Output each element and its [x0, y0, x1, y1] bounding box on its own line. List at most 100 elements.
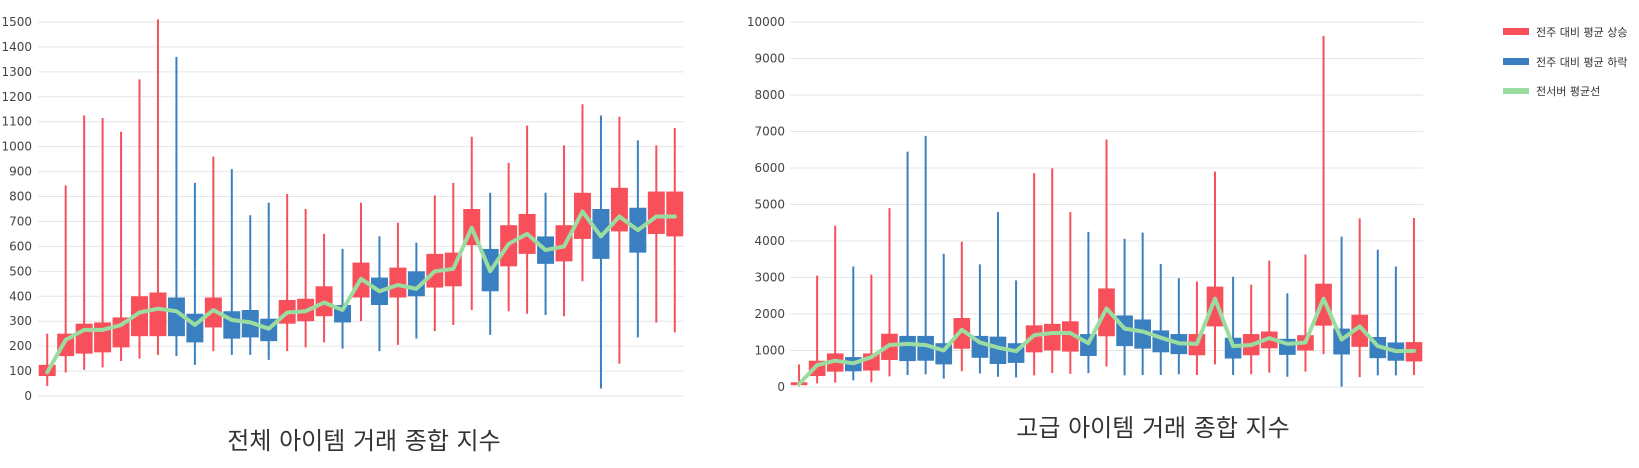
- candle[interactable]: [1333, 236, 1350, 387]
- candle-body: [1062, 321, 1079, 352]
- candle[interactable]: [863, 274, 880, 383]
- candle[interactable]: [186, 182, 204, 365]
- candle[interactable]: [426, 195, 444, 332]
- candle[interactable]: [592, 115, 610, 389]
- candle[interactable]: [57, 185, 75, 373]
- y-tick-label: 1200: [1, 90, 32, 104]
- candle[interactable]: [1170, 278, 1188, 375]
- candle[interactable]: [1279, 293, 1296, 377]
- candle-body: [1351, 314, 1369, 347]
- candle[interactable]: [297, 209, 315, 348]
- candle[interactable]: [989, 212, 1007, 377]
- candle[interactable]: [315, 233, 333, 343]
- candle[interactable]: [1224, 276, 1242, 375]
- candle[interactable]: [204, 156, 222, 352]
- y-tick-label: 2000: [754, 307, 785, 321]
- candle[interactable]: [1043, 168, 1061, 374]
- legend-swatch-avg: [1503, 88, 1529, 94]
- candle[interactable]: [555, 145, 573, 317]
- legend-label-down: 전주 대비 평균 하락: [1536, 55, 1627, 69]
- candle[interactable]: [1351, 218, 1369, 378]
- chart-title-overall: 전체 아이템 거래 종합 지수: [227, 427, 500, 455]
- y-tick-label: 200: [9, 339, 32, 353]
- y-tick-label: 400: [9, 289, 32, 303]
- chart-title-premium: 고급 아이템 거래 종합 지수: [1016, 414, 1289, 442]
- candle-body: [1315, 283, 1332, 326]
- legend-label-up: 전주 대비 평균 상승: [1536, 26, 1627, 39]
- y-tick-label: 1300: [1, 65, 32, 79]
- candle-body: [167, 297, 185, 337]
- candle[interactable]: [1242, 284, 1260, 375]
- candle[interactable]: [1152, 263, 1170, 375]
- y-tick-label: 1400: [1, 40, 32, 54]
- legend-item-up[interactable]: 전주 대비 평균 상승: [1503, 26, 1627, 39]
- candle[interactable]: [1025, 173, 1043, 376]
- candle-body: [1025, 325, 1043, 353]
- y-tick-label: 1000: [1, 140, 32, 154]
- candle[interactable]: [1315, 35, 1332, 355]
- candle[interactable]: [629, 140, 647, 338]
- candle[interactable]: [260, 202, 278, 360]
- candle[interactable]: [953, 241, 971, 372]
- candle[interactable]: [518, 125, 536, 314]
- y-tick-label: 0: [777, 380, 785, 394]
- y-tick-label: 1100: [1, 115, 32, 129]
- candle[interactable]: [1387, 266, 1405, 376]
- y-tick-label: 700: [9, 214, 32, 228]
- candle[interactable]: [1134, 232, 1151, 375]
- candle-body: [917, 335, 934, 361]
- candle[interactable]: [666, 127, 684, 333]
- candle-body: [149, 292, 167, 337]
- candle[interactable]: [1116, 238, 1133, 376]
- candle[interactable]: [1007, 280, 1025, 378]
- candle-body: [953, 318, 971, 349]
- candle[interactable]: [573, 104, 591, 282]
- candle[interactable]: [1369, 249, 1387, 376]
- candle[interactable]: [647, 145, 665, 323]
- candle[interactable]: [241, 215, 259, 355]
- candle-body: [1043, 323, 1061, 351]
- legend-item-avg[interactable]: 전서버 평균선: [1503, 85, 1600, 98]
- candle[interactable]: [1080, 231, 1097, 374]
- y-tick-label: 3000: [754, 271, 785, 285]
- chart-overall-index: 0 100 200 300 400 500 600 700 800 900 1000 1100 1200…: [1, 15, 684, 403]
- legend-swatch-down: [1503, 58, 1529, 65]
- candle[interactable]: [370, 236, 388, 352]
- y-tick-label: 500: [9, 264, 32, 278]
- y-tick-label: 7000: [754, 125, 785, 139]
- candle[interactable]: [971, 264, 989, 374]
- legend-label-avg: 전서버 평균선: [1536, 85, 1600, 98]
- candle[interactable]: [1206, 171, 1224, 365]
- candle[interactable]: [935, 253, 953, 379]
- candle[interactable]: [149, 19, 167, 355]
- candle[interactable]: [1062, 212, 1079, 374]
- candle[interactable]: [917, 135, 934, 375]
- candle[interactable]: [1098, 139, 1115, 367]
- candle-body: [899, 335, 916, 362]
- average-line: [45, 209, 677, 375]
- chart-premium-index: 0 1000 2000 3000 4000 5000 6000 7000 8000 9000 100…: [747, 15, 1423, 394]
- candle[interactable]: [500, 162, 518, 312]
- candle-body: [1134, 319, 1151, 349]
- legend-item-down[interactable]: 전주 대비 평균 하락: [1503, 55, 1627, 69]
- y-tick-label: 900: [9, 165, 32, 179]
- y-tick-label: 0: [24, 389, 32, 403]
- candle[interactable]: [463, 136, 481, 310]
- y-tick-label: 10000: [747, 15, 785, 29]
- y-tick-label: 100: [9, 364, 32, 378]
- candle-body: [989, 336, 1007, 365]
- candle[interactable]: [167, 56, 185, 357]
- candle[interactable]: [278, 194, 296, 352]
- candle[interactable]: [610, 116, 628, 364]
- candle[interactable]: [1297, 254, 1314, 372]
- y-tick-label: 4000: [754, 234, 785, 248]
- y-tick-label: 1000: [754, 344, 785, 358]
- candle[interactable]: [352, 202, 370, 322]
- y-tick-label: 300: [9, 314, 32, 328]
- candle[interactable]: [899, 151, 916, 375]
- candle-body: [1224, 337, 1242, 359]
- y-tick-label: 800: [9, 190, 32, 204]
- candle-body: [131, 296, 149, 337]
- y-tick-label: 600: [9, 239, 32, 253]
